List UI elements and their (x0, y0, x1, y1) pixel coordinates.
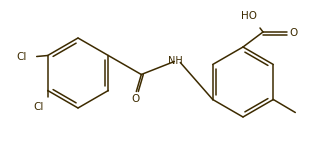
Text: HO: HO (241, 11, 257, 21)
Text: Cl: Cl (34, 103, 44, 112)
Text: O: O (131, 93, 139, 103)
Text: NH: NH (168, 56, 183, 66)
Text: Cl: Cl (16, 53, 27, 63)
Text: O: O (289, 28, 297, 38)
